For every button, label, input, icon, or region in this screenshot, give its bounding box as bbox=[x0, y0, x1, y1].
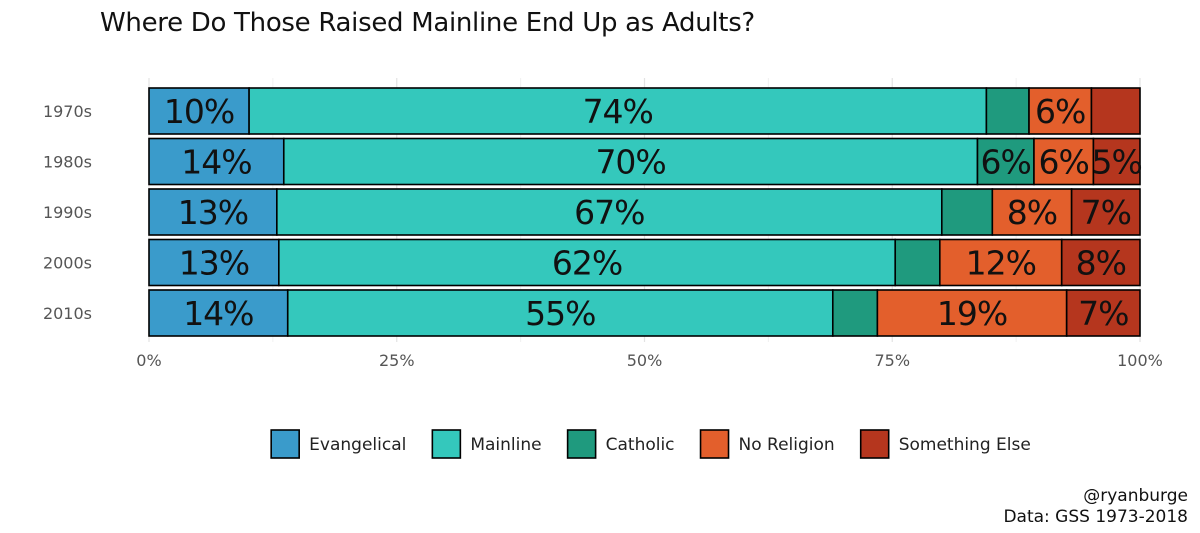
bar-data-label: 14% bbox=[181, 143, 251, 182]
bar-segment-no-religion bbox=[939, 238, 1063, 287]
bar-segment-mainline bbox=[282, 137, 979, 186]
bar-data-label: 6% bbox=[1039, 143, 1089, 182]
bar-data-label: 74% bbox=[583, 92, 653, 131]
y-tick-label: 1980s bbox=[43, 153, 92, 172]
bar-segment-evangelical bbox=[148, 289, 289, 337]
bar-data-label: 19% bbox=[937, 294, 1007, 333]
bar-data-label: 12% bbox=[966, 244, 1036, 283]
bar-segment-no-religion bbox=[991, 188, 1073, 236]
bar-segment-mainline bbox=[276, 188, 943, 236]
y-tick-label: 2000s bbox=[43, 254, 92, 273]
bar-data-label: 62% bbox=[552, 244, 622, 283]
bar-segment-catholic bbox=[894, 238, 941, 287]
chart-title: Where Do Those Raised Mainline End Up as… bbox=[100, 8, 755, 38]
bar-segment-no-religion bbox=[1028, 87, 1093, 135]
legend-label: Mainline bbox=[470, 435, 541, 455]
bar-data-label: 7% bbox=[1081, 193, 1131, 232]
bar-data-label: 55% bbox=[525, 294, 595, 333]
bar-segment-something-else bbox=[1060, 238, 1141, 287]
x-tick-label: 25% bbox=[379, 351, 415, 370]
bar-segment-something-else bbox=[1070, 188, 1141, 236]
bar-data-label: 7% bbox=[1078, 294, 1128, 333]
bar-segment-mainline bbox=[278, 238, 897, 287]
x-tick-label: 50% bbox=[627, 351, 663, 370]
data-source: Data: GSS 1973-2018 bbox=[1003, 507, 1188, 527]
legend-label: Evangelical bbox=[309, 435, 406, 455]
bar-data-label: 6% bbox=[1035, 92, 1085, 131]
legend-swatch bbox=[270, 429, 300, 459]
bar-segment-evangelical bbox=[148, 188, 278, 236]
y-tick-label: 2010s bbox=[43, 304, 92, 323]
bar-segment-evangelical bbox=[148, 137, 285, 186]
bar-data-label: 13% bbox=[178, 193, 248, 232]
legend-label: Something Else bbox=[899, 435, 1031, 455]
author-handle: @ryanburge bbox=[1083, 486, 1188, 506]
bar-segment-mainline bbox=[286, 289, 834, 337]
x-tick-label: 0% bbox=[136, 351, 161, 370]
legend-label: Catholic bbox=[606, 435, 675, 455]
bar-segment-catholic bbox=[831, 289, 879, 337]
y-tick-label: 1990s bbox=[43, 203, 92, 222]
legend-swatch bbox=[566, 429, 597, 459]
bar-data-label: 14% bbox=[183, 294, 253, 333]
bar-data-label: 8% bbox=[1076, 244, 1126, 283]
bar-segment-no-religion bbox=[1033, 137, 1095, 186]
bar-data-label: 10% bbox=[164, 92, 234, 131]
bar-segment-something-else bbox=[1065, 289, 1141, 337]
bar-data-label: 8% bbox=[1007, 193, 1057, 232]
bar-segment-catholic bbox=[976, 137, 1035, 186]
bar-segment-catholic bbox=[985, 87, 1030, 135]
legend-swatch bbox=[699, 429, 730, 459]
bar-segment-evangelical bbox=[148, 87, 250, 135]
bar-data-label: 70% bbox=[595, 143, 665, 182]
bar-segment-something-else bbox=[1092, 137, 1141, 186]
bar-data-label: 5% bbox=[1092, 143, 1142, 182]
x-tick-label: 100% bbox=[1117, 351, 1163, 370]
bar-data-label: 6% bbox=[981, 143, 1031, 182]
legend-swatch bbox=[859, 429, 890, 459]
bar-segment-mainline bbox=[248, 87, 988, 135]
x-tick-label: 75% bbox=[874, 351, 910, 370]
bar-segment-catholic bbox=[940, 188, 994, 236]
legend-label: No Religion bbox=[739, 435, 835, 455]
legend-swatch bbox=[431, 429, 462, 459]
bar-data-label: 13% bbox=[179, 244, 249, 283]
bar-segment-something-else bbox=[1090, 87, 1141, 135]
bar-segment-evangelical bbox=[148, 238, 280, 287]
y-tick-label: 1970s bbox=[43, 102, 92, 121]
bar-data-label: 67% bbox=[574, 193, 644, 232]
